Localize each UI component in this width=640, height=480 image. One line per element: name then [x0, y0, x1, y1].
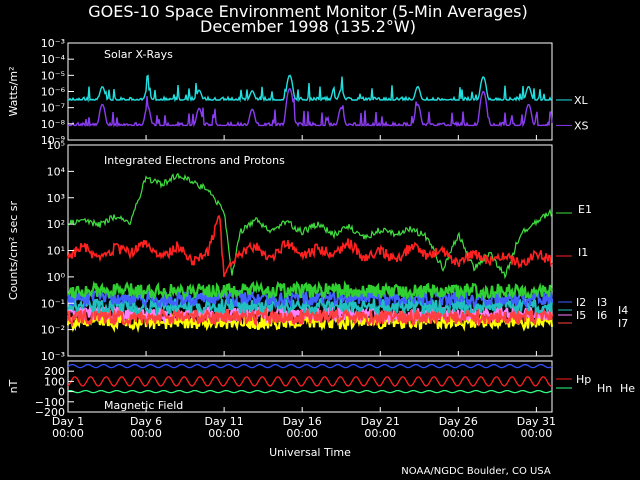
- panel-frame-magnetic: [67, 360, 553, 413]
- series-line-i4: [67, 294, 554, 317]
- legend-label-e1: E1: [578, 203, 592, 216]
- legend-label-xs: XS: [574, 119, 589, 132]
- series-line-hp: [67, 376, 553, 387]
- y-tick-label: 10⁻⁷: [41, 102, 65, 115]
- series-line-he: [67, 389, 553, 394]
- chart-subtitle: December 1998 (135.2°W): [200, 17, 416, 36]
- x-tick-label: 00:00: [364, 427, 396, 440]
- panel-label: Magnetic Field: [104, 399, 183, 412]
- y-tick-label: 10⁻²: [41, 324, 65, 337]
- legend-label-i5: I5: [576, 309, 586, 322]
- y-tick-label: 10²: [47, 218, 65, 231]
- y-tick-label: 200: [44, 365, 65, 378]
- y-tick-label: 10⁻⁹: [41, 134, 65, 147]
- x-tick-label: Day 6: [130, 415, 162, 428]
- legend-label-i2: I2: [576, 296, 586, 309]
- y-tick-label: −100: [35, 396, 65, 409]
- series-line-xs: [68, 87, 553, 128]
- y-tick-label: 100: [44, 375, 65, 388]
- y-tick-label: 10⁴: [47, 165, 66, 178]
- credit-text: NOAA/NGDC Boulder, CO USA: [401, 466, 551, 477]
- x-tick-label: Day 11: [205, 415, 244, 428]
- y-tick-label: −200: [35, 406, 65, 419]
- y-tick-label: 10⁻³: [41, 37, 65, 50]
- series-line-hn: [67, 363, 553, 369]
- y-tick-label: 10⁵: [47, 139, 65, 152]
- x-tick-label: 00:00: [521, 427, 553, 440]
- series-line-i2: [67, 279, 553, 302]
- x-tick-label: 00:00: [130, 427, 162, 440]
- series-line-i3: [66, 287, 554, 310]
- legend-label-i7: I7: [618, 317, 628, 330]
- legend-label-i3: I3: [597, 296, 607, 309]
- legend-label-hp: Hp: [576, 373, 591, 386]
- x-tick-label: Day 21: [361, 415, 400, 428]
- y-tick-label: 0: [58, 386, 65, 399]
- y-axis-label: Counts/cm² sec sr: [7, 200, 20, 300]
- series-line-xl: [68, 74, 553, 103]
- legend-label-i1: I1: [578, 246, 588, 259]
- x-tick-label: 00:00: [442, 427, 474, 440]
- x-tick-label: Day 31: [517, 415, 556, 428]
- panel-label: Integrated Electrons and Protons: [104, 154, 285, 167]
- series-line-i1: [67, 214, 553, 278]
- y-tick-label: 10³: [47, 192, 65, 205]
- y-tick-label: 10⁻⁸: [41, 118, 66, 131]
- chart-title: GOES-10 Space Environment Monitor (5-Min…: [88, 2, 527, 21]
- series-line-i7: [66, 305, 554, 328]
- y-tick-label: 10¹: [47, 245, 65, 258]
- x-tick-label: 00:00: [286, 427, 318, 440]
- legend-label-he: He: [620, 382, 635, 395]
- x-axis-label: Universal Time: [269, 446, 351, 459]
- x-tick-label: Day 26: [439, 415, 478, 428]
- y-tick-label: 10⁻⁴: [41, 53, 66, 66]
- y-tick-label: 10⁻¹: [41, 297, 65, 310]
- legend-label-hn: Hn: [597, 382, 612, 395]
- x-tick-label: 00:00: [52, 427, 84, 440]
- legend-label-xl: XL: [574, 94, 589, 107]
- panel-label: Solar X-Rays: [104, 48, 173, 61]
- y-axis-label: nT: [7, 379, 20, 393]
- y-tick-label: 10⁰: [47, 271, 66, 284]
- y-tick-label: 10⁻³: [41, 350, 65, 363]
- x-tick-label: Day 16: [283, 415, 322, 428]
- legend-label-i6: I6: [597, 309, 607, 322]
- legend-label-i4: I4: [618, 304, 628, 317]
- x-tick-label: 00:00: [208, 427, 240, 440]
- series-line-e1: [67, 172, 553, 280]
- y-tick-label: 10⁻⁵: [41, 69, 65, 82]
- x-tick-label: Day 1: [52, 415, 84, 428]
- y-tick-label: 10⁻⁶: [41, 86, 66, 99]
- y-axis-label: Watts/m²: [7, 66, 20, 116]
